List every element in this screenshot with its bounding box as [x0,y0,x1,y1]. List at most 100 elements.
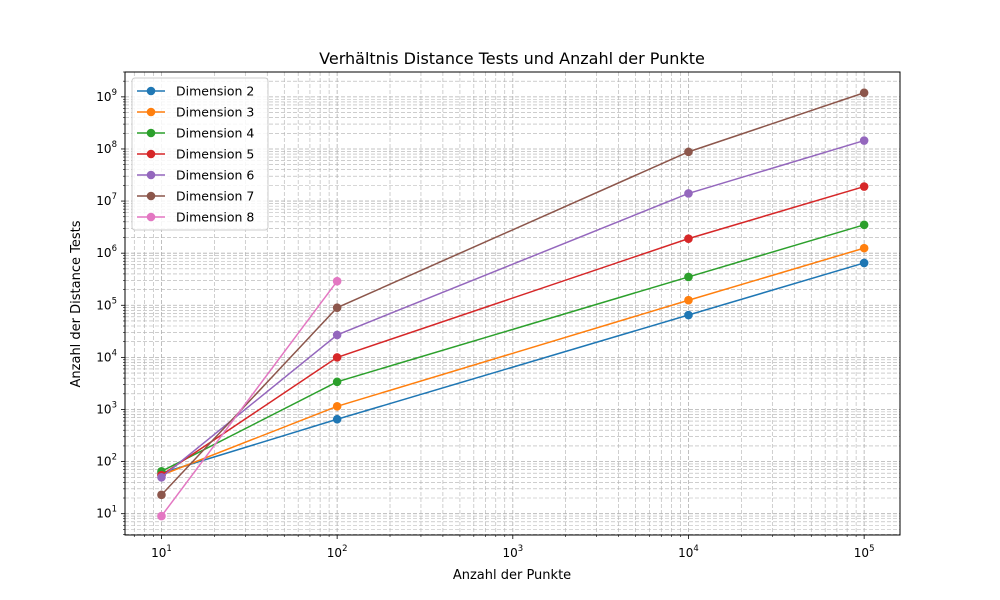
y-tick-label: 107 [96,192,117,208]
y-tick-label: 108 [96,140,117,156]
plot-area: 101 102 103 104 105 101102103104105106107108… [96,71,901,560]
data-point [684,310,693,320]
x-tick-base: 10 [854,546,869,560]
data-point [332,377,342,387]
x-tick-label: 105 [854,544,875,560]
series-line [160,280,338,517]
y-tick-exponent: 9 [112,88,117,98]
data-point [157,490,166,500]
data-point [332,402,342,411]
data-point [157,511,166,521]
y-tick-label: 104 [96,348,117,364]
y-tick-label: 103 [96,400,117,416]
data-point [684,234,693,243]
data-point [332,303,342,312]
y-tick-exponent: 4 [112,348,117,358]
x-tick-label: 102 [327,544,348,560]
y-tick-exponent: 8 [112,140,117,150]
x-tick-base: 10 [151,546,166,560]
data-point [859,220,869,230]
data-point [859,182,869,191]
series-line [160,92,865,496]
series-4 [157,182,869,480]
series-line [161,262,865,474]
x-tick-exponent: 4 [693,544,698,554]
data-point [684,295,693,305]
y-tick-base: 10 [96,142,111,156]
legend-swatch-marker [146,86,156,96]
y-tick-base: 10 [96,298,111,312]
series-line [161,247,865,476]
series-line [161,224,865,473]
y-tick-base: 10 [96,402,111,416]
y-tick-exponent: 5 [112,296,117,306]
y-tick-label: 109 [96,88,117,104]
legend-label: Dimension 4 [176,126,254,141]
data-point [859,258,869,268]
legend-swatch-marker [146,212,156,222]
y-tick-exponent: 2 [112,453,117,463]
data-point [684,272,693,282]
x-tick-label: 103 [502,544,523,560]
y-axis-label: Anzahl der Distance Tests [69,220,84,387]
legend-item: Dimension 4 [137,126,254,141]
y-tick-base: 10 [96,194,111,208]
data-point [332,330,342,340]
y-tick-exponent: 7 [112,192,117,202]
x-tick-exponent: 1 [166,544,171,554]
y-tick-exponent: 1 [112,505,117,515]
x-tick-exponent: 5 [869,544,874,554]
y-tick-label: 101 [96,505,117,521]
x-tick-base: 10 [502,546,517,560]
y-tick-base: 10 [96,246,111,260]
y-tick-base: 10 [96,455,111,469]
chart-title: Verhältnis Distance Tests und Anzahl der… [319,49,705,68]
series-7 [157,276,342,521]
series-3 [157,220,869,476]
legend-item: Dimension 8 [137,210,254,225]
x-axis-label: Anzahl der Punkte [453,568,571,583]
data-point [332,353,342,362]
data-point [859,243,869,253]
series-6 [157,88,869,500]
y-tick-base: 10 [96,90,111,104]
x-tick-base: 10 [678,546,693,560]
data-point [157,472,166,482]
x-tick-label: 101 [151,544,172,560]
legend-item: Dimension 2 [137,84,254,99]
data-point [859,88,869,98]
legend-label: Dimension 6 [176,168,254,183]
x-tick-label: 104 [678,544,699,560]
x-tick-base: 10 [327,546,342,560]
legend-item: Dimension 3 [137,105,254,120]
legend-label: Dimension 8 [176,210,254,225]
x-tick-exponent: 3 [518,544,523,554]
legend-swatch-marker [146,191,156,201]
legend-label: Dimension 3 [176,105,254,120]
y-tick-exponent: 3 [112,400,117,410]
y-tick-base: 10 [96,350,111,364]
y-tick-label: 102 [96,453,117,469]
series-5 [157,136,869,482]
series-lines [157,88,869,521]
y-tick-base: 10 [96,507,111,521]
y-tick-label: 105 [96,296,117,312]
data-point [332,414,342,424]
data-point [684,189,693,198]
legend-label: Dimension 7 [176,189,254,204]
y-tick-exponent: 6 [112,244,117,254]
legend-box [131,77,269,231]
series-line [160,139,865,478]
x-axis: 101 102 103 104 105 [133,535,875,560]
x-tick-exponent: 2 [342,544,347,554]
series-line [161,185,865,476]
legend-item: Dimension 7 [137,189,254,204]
y-tick-label: 106 [96,244,117,260]
legend: Dimension 2 Dimension 3 Dimension 4 Dimensi… [131,77,269,231]
legend-swatch-marker [146,128,156,138]
legend-swatch-marker [146,149,156,159]
legend-label: Dimension 5 [176,147,254,162]
legend-label: Dimension 2 [176,84,254,99]
